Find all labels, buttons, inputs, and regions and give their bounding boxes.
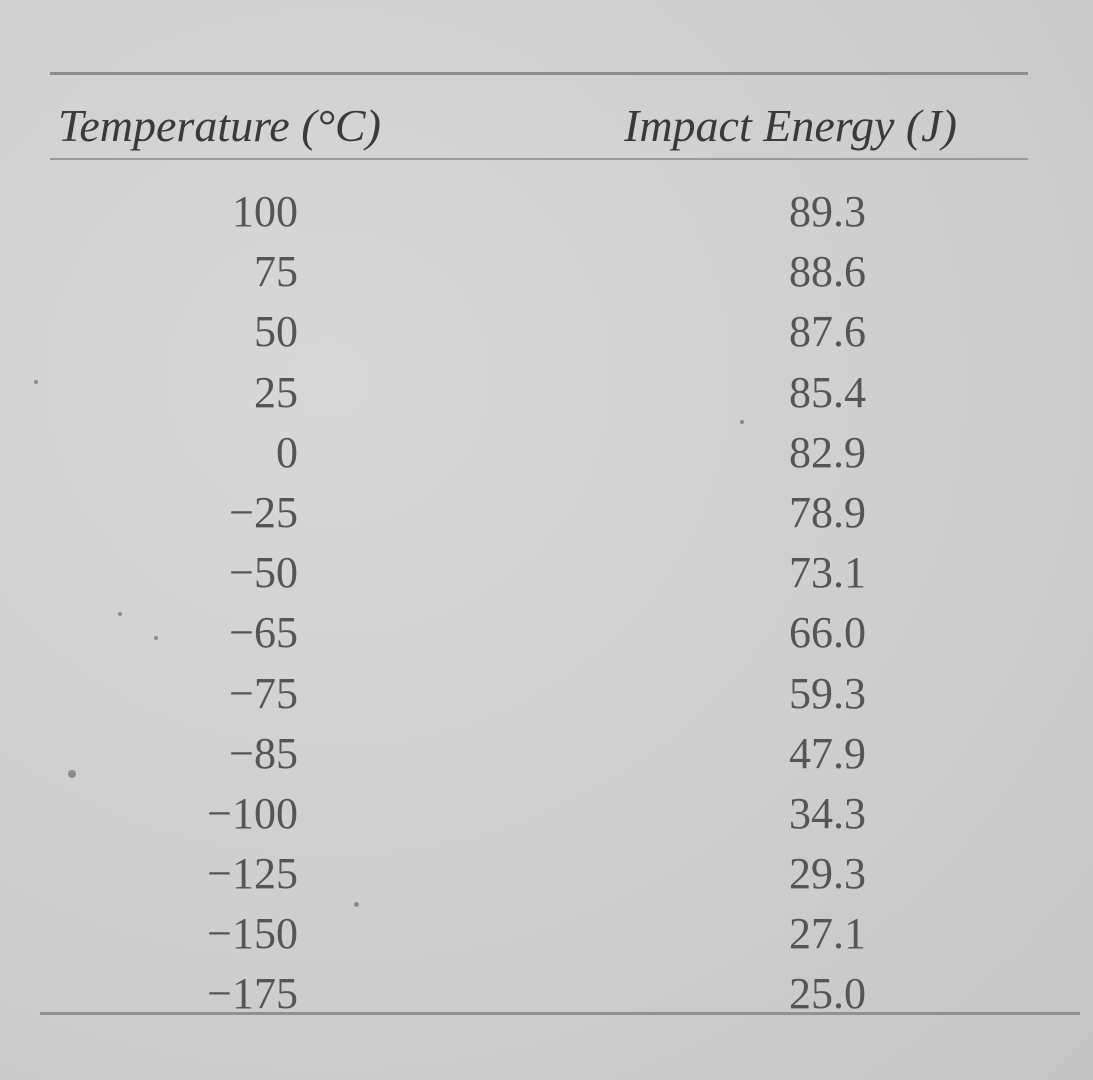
temperature-cell: −125	[207, 849, 298, 899]
impact-energy-cell: 89.3	[789, 187, 866, 236]
paper-speck	[68, 770, 76, 778]
temperature-cell: 0	[276, 427, 298, 477]
impact-energy-cell: 66.0	[789, 608, 866, 658]
impact-energy-cell: 82.9	[789, 427, 866, 477]
impact-energy-cell: 85.4	[789, 367, 866, 417]
temperature-cell: −75	[229, 668, 298, 718]
temperature-cell: 25	[254, 367, 298, 417]
impact-energy-cell: 88.6	[789, 247, 866, 297]
impact-energy-cell: 78.9	[789, 487, 866, 537]
temperature-cell: −85	[229, 728, 298, 778]
temperature-column: 100 75 50 25 0 −25 −50 −65 −75 −85 −100 …	[150, 182, 298, 1025]
impact-energy-cell: 59.3	[789, 668, 866, 718]
temperature-cell: −175	[207, 969, 298, 1019]
impact-energy-column: 89.3 88.6 87.6 85.4 82.9 78.9 73.1 66.0 …	[780, 182, 866, 1025]
temperature-cell: −150	[207, 909, 298, 959]
impact-energy-cell: 47.9	[789, 728, 866, 778]
impact-energy-cell: 34.3	[789, 788, 866, 838]
impact-energy-cell: 73.1	[789, 548, 866, 598]
temperature-column-header: Temperature (°C)	[58, 100, 381, 151]
paper-speck	[154, 636, 158, 640]
temperature-cell: 50	[254, 307, 298, 357]
temperature-cell: 75	[254, 247, 298, 297]
paper-speck	[118, 612, 122, 616]
table-bottom-rule	[40, 1012, 1080, 1015]
paper-speck	[740, 420, 744, 424]
impact-energy-cell: 27.1	[789, 909, 866, 959]
temperature-cell: 100	[232, 187, 298, 236]
temperature-cell: −50	[229, 548, 298, 598]
paper-speck	[354, 902, 359, 907]
impact-energy-cell: 87.6	[789, 307, 866, 357]
impact-energy-cell: 29.3	[789, 849, 866, 899]
table-top-rule	[50, 72, 1028, 75]
impact-energy-column-header: Impact Energy (J)	[624, 100, 957, 151]
temperature-cell: −25	[229, 487, 298, 537]
temperature-cell: −65	[229, 608, 298, 658]
impact-energy-cell: 25.0	[789, 969, 866, 1019]
temperature-cell: −100	[207, 788, 298, 838]
paper-speck	[34, 380, 38, 384]
table-header-rule	[50, 158, 1028, 160]
